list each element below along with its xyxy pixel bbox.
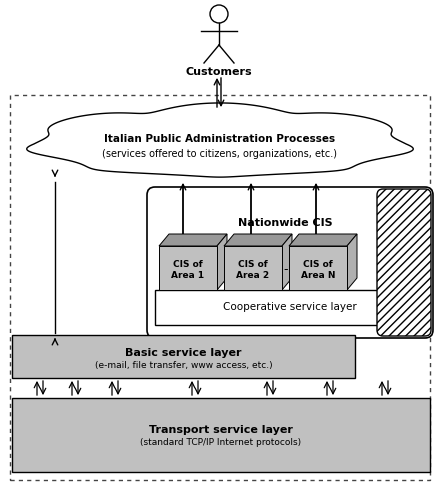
Polygon shape	[288, 234, 356, 246]
Ellipse shape	[342, 133, 413, 169]
Ellipse shape	[101, 144, 338, 173]
Bar	[10, 95, 429, 480]
Text: Italian Public Administration Processes: Italian Public Administration Processes	[104, 134, 335, 144]
Text: Customers: Customers	[185, 67, 252, 77]
Polygon shape	[288, 246, 346, 290]
Ellipse shape	[342, 146, 413, 171]
Bar	[12, 335, 354, 378]
Polygon shape	[223, 246, 281, 290]
Ellipse shape	[145, 108, 255, 148]
FancyBboxPatch shape	[376, 189, 430, 336]
Text: -: -	[283, 264, 287, 277]
Polygon shape	[223, 234, 291, 246]
Text: Transport service layer: Transport service layer	[149, 425, 292, 435]
Text: Cooperative service layer: Cooperative service layer	[223, 303, 356, 312]
FancyBboxPatch shape	[147, 187, 432, 338]
Ellipse shape	[30, 135, 109, 175]
Polygon shape	[159, 246, 216, 290]
Text: (standard TCP/IP Internet protocols): (standard TCP/IP Internet protocols)	[140, 439, 301, 447]
Text: CIS of
Area 2: CIS of Area 2	[236, 260, 269, 280]
Text: CIS of
Area 1: CIS of Area 1	[171, 260, 204, 280]
Bar	[155, 290, 424, 325]
Polygon shape	[281, 234, 291, 290]
Bar	[12, 398, 429, 472]
Polygon shape	[346, 234, 356, 290]
Ellipse shape	[26, 146, 97, 171]
Ellipse shape	[121, 124, 318, 171]
Text: CIS of
Area N: CIS of Area N	[300, 260, 335, 280]
Polygon shape	[159, 234, 226, 246]
Text: Nationwide CIS: Nationwide CIS	[237, 218, 332, 228]
Polygon shape	[216, 234, 226, 290]
Text: Basic service layer: Basic service layer	[125, 347, 241, 358]
Ellipse shape	[212, 116, 307, 150]
Ellipse shape	[286, 120, 374, 157]
Ellipse shape	[61, 122, 156, 159]
Text: (e-mail, file transfer, www access, etc.): (e-mail, file transfer, www access, etc.…	[95, 361, 272, 370]
Text: (services offered to citizens, organizations, etc.): (services offered to citizens, organizat…	[102, 149, 337, 159]
Ellipse shape	[105, 116, 192, 150]
